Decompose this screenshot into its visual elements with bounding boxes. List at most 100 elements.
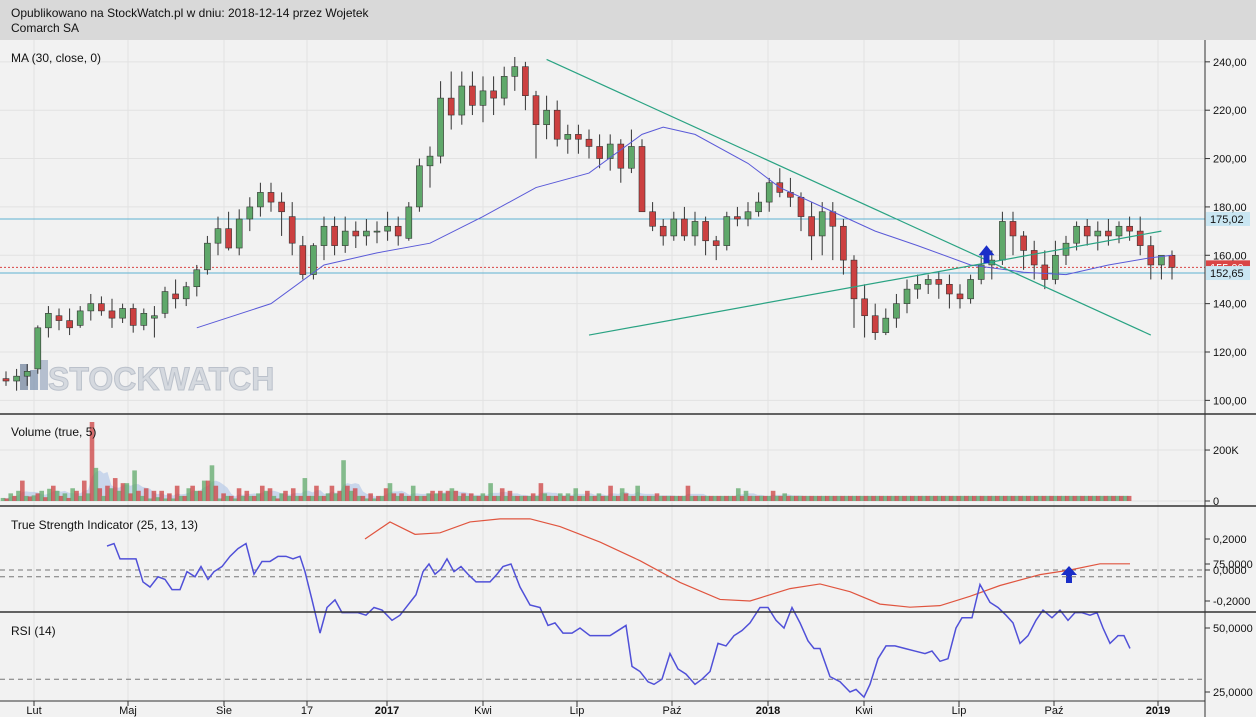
volume-bar: [600, 495, 606, 501]
volume-bar: [701, 495, 706, 501]
candle-up: [416, 165, 423, 208]
volume-bar: [1053, 495, 1058, 501]
candle-down: [797, 196, 805, 217]
volume-bar: [944, 495, 950, 501]
volume-bar: [627, 495, 633, 501]
volume-bar: [352, 488, 358, 501]
x-tick-label: Lip: [570, 705, 585, 717]
volume-bar: [929, 495, 935, 501]
candle-up: [341, 230, 349, 246]
y-tick-label: 50,0000: [1213, 623, 1253, 635]
volume-bar: [782, 493, 788, 501]
candle-down: [1147, 245, 1155, 266]
y-tick-label: 0: [1213, 496, 1219, 508]
volume-bar: [492, 495, 497, 501]
trend-line: [546, 58, 1152, 336]
x-tick-label: Maj: [119, 705, 137, 717]
volume-bar: [0, 497, 6, 501]
volume-bar: [960, 495, 966, 501]
volume-bar: [855, 495, 861, 501]
resistance-price-label-bg: [1206, 211, 1250, 226]
y-tick-label: -0,2000: [1213, 596, 1250, 608]
candle-down: [617, 143, 625, 169]
candle-down: [352, 230, 360, 237]
volume-bar: [58, 495, 64, 501]
volume-bar: [519, 495, 524, 501]
volume-bar: [852, 495, 857, 501]
volume-bar: [267, 488, 273, 501]
volume-bar: [259, 485, 265, 501]
volume-bar: [480, 493, 486, 501]
candle-down: [522, 66, 529, 96]
volume-bar: [975, 495, 981, 501]
volume-bar: [542, 493, 548, 501]
volume-bar: [4, 498, 10, 501]
volume-bar: [174, 485, 180, 501]
volume-bar: [654, 493, 660, 501]
volume-bar: [236, 488, 242, 501]
volume-bar: [1088, 495, 1093, 501]
x-tick-label: Lut: [26, 705, 41, 717]
volume-bar: [747, 495, 753, 501]
candle-down: [808, 216, 815, 237]
volume-bar: [314, 485, 319, 501]
volume-bar: [128, 493, 134, 501]
volume-bar: [530, 493, 536, 501]
volume-bar: [143, 488, 149, 501]
volume-bar: [279, 493, 284, 501]
volume-bar: [310, 495, 315, 501]
volume-bar: [368, 493, 373, 501]
volume-bar: [828, 495, 834, 501]
candle-down: [172, 293, 179, 300]
volume-bar: [1049, 495, 1055, 501]
resistance-price-label: 175,02: [1210, 214, 1244, 226]
volume-bar: [813, 495, 818, 501]
volume-bar: [321, 495, 327, 501]
volume-bar: [883, 495, 888, 501]
volume-bar: [666, 495, 671, 501]
x-tick-label: 2019: [1146, 705, 1170, 717]
volume-bar: [376, 495, 381, 501]
candle-down: [861, 298, 868, 317]
candle-down: [553, 109, 561, 140]
volume-bar: [209, 465, 215, 501]
volume-bar: [198, 490, 203, 501]
candle-down: [596, 146, 603, 159]
volume-bar: [81, 480, 87, 501]
volume-bar: [66, 497, 72, 501]
volume-bar: [797, 495, 803, 501]
volume-bar: [770, 490, 776, 501]
volume-bar: [786, 495, 791, 501]
volume-bar: [763, 495, 768, 501]
candle-down: [575, 134, 582, 140]
volume-bar: [720, 495, 726, 501]
volume-bar: [1107, 495, 1113, 501]
x-tick-label: Kwi: [855, 705, 873, 717]
candle-up: [479, 90, 487, 106]
volume-bar: [890, 495, 896, 501]
volume-bar: [302, 478, 308, 501]
volume-bar: [832, 495, 838, 501]
candle-down: [712, 240, 720, 246]
volume-bar: [449, 488, 455, 501]
x-tick-label: 2017: [375, 705, 399, 717]
volume-bar: [1111, 495, 1116, 501]
candle-up: [1115, 225, 1123, 237]
candle-up: [914, 283, 921, 290]
y-tick-label: 240,00: [1213, 57, 1247, 69]
volume-bar: [1099, 495, 1105, 501]
volume-bar: [569, 495, 575, 501]
volume-bar: [817, 495, 822, 501]
volume-bar: [1068, 495, 1074, 501]
volume-bar: [639, 495, 644, 501]
volume-bar: [1064, 495, 1070, 501]
volume-bar: [1072, 495, 1078, 501]
candle-down: [447, 97, 455, 116]
rsi-line: [106, 542, 1131, 699]
volume-bar: [937, 495, 942, 501]
volume-bar: [685, 485, 691, 501]
volume-bar: [496, 495, 501, 501]
volume-bar: [445, 490, 451, 501]
candle-down: [299, 245, 307, 275]
